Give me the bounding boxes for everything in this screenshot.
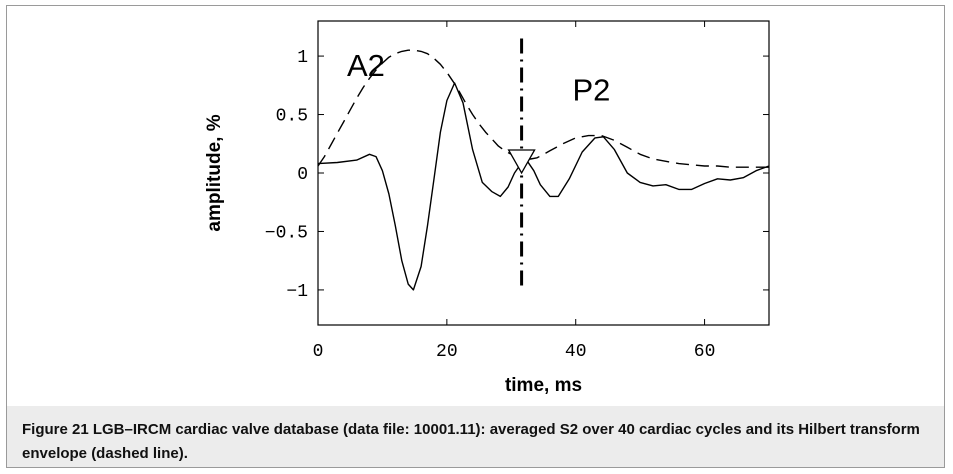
- y-tick-label: 0: [297, 165, 308, 185]
- x-tick-label: 40: [565, 342, 587, 362]
- x-tick-label: 60: [694, 342, 716, 362]
- y-tick-label: 1: [297, 48, 308, 68]
- y-tick-label: −1: [286, 282, 308, 302]
- x-tick-label: 0: [313, 342, 324, 362]
- triangle-marker: [507, 149, 536, 175]
- signal-series-line: [318, 82, 769, 291]
- labels: 1 0.5 0 −0.5 −1 0 20 40 60 time, ms amplitude, % A2…: [204, 48, 715, 396]
- figure-caption: Figure 21 LGB–IRCM cardiac valve databas…: [22, 421, 920, 462]
- annotation-p2: P2: [572, 73, 610, 108]
- annotation-a2: A2: [347, 48, 385, 83]
- x-axis-title: time, ms: [505, 375, 582, 396]
- x-tick-label: 20: [436, 342, 458, 362]
- y-axis-title: amplitude, %: [204, 114, 225, 231]
- y-tick-label: 0.5: [276, 107, 308, 127]
- envelope-series-line: [318, 49, 769, 168]
- plot-frame: [317, 20, 770, 326]
- figure-frame: [6, 5, 945, 468]
- axes: [317, 20, 770, 326]
- y-tick-label: −0.5: [265, 223, 308, 243]
- plot-area: [318, 38, 769, 291]
- caption-band: [7, 406, 944, 467]
